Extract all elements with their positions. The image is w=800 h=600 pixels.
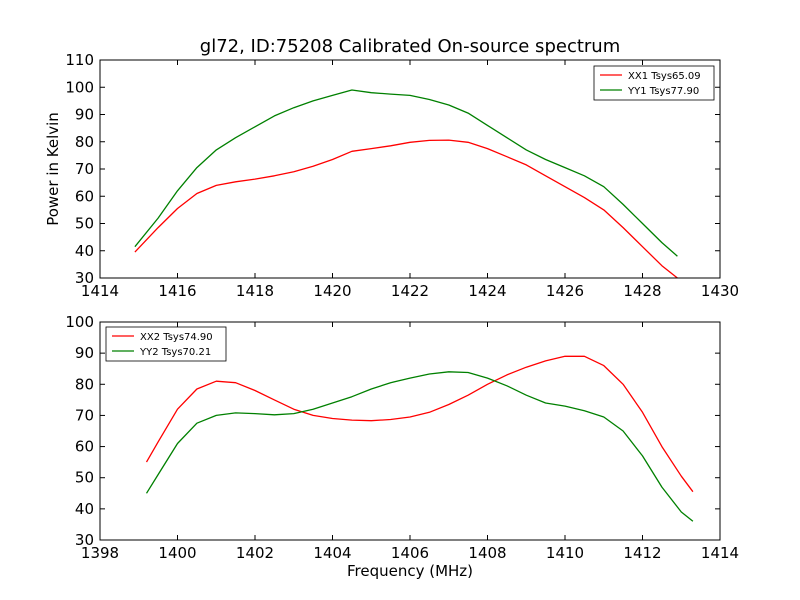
- y-tick-label: 70: [75, 406, 94, 424]
- y-tick-label: 100: [65, 313, 94, 331]
- top-panel: gl72, ID:75208 Calibrated On-source spec…: [44, 36, 739, 300]
- legend-box: [593, 65, 715, 101]
- top-panel-axes-frame: [99, 59, 721, 279]
- chart-title: gl72, ID:75208 Calibrated On-source spec…: [200, 36, 620, 57]
- x-tick-label: 1428: [623, 282, 661, 300]
- bottom-panel-legend: XX2 Tsys74.90 YY2 Tsys70.21: [105, 326, 227, 362]
- y-tick-label: 90: [75, 106, 94, 124]
- x-tick-label: 1414: [701, 544, 739, 562]
- bottom-panel: Frequency (MHz) 1398 1400 1402 1404 1406 1408…: [65, 313, 739, 580]
- x-tick-label: 1430: [701, 282, 739, 300]
- y-tick-label: 50: [75, 469, 94, 487]
- x-tick-label: 1402: [236, 544, 274, 562]
- x-tick-label: 1412: [623, 544, 661, 562]
- y-tick-label: 80: [75, 375, 94, 393]
- y-tick-label: 60: [75, 187, 94, 205]
- x-tick-label: 1414: [81, 282, 119, 300]
- x-tick-label: 1420: [313, 282, 351, 300]
- x-tick-label: 1418: [236, 282, 274, 300]
- y-tick-label: 30: [75, 269, 94, 287]
- legend-label: XX2 Tsys74.90: [140, 332, 213, 343]
- y-axis-label: Power in Kelvin: [44, 112, 62, 226]
- top-panel-series: [134, 89, 678, 278]
- legend-label: XX1 Tsys65.09: [628, 71, 701, 82]
- x-tick-label: 1422: [391, 282, 429, 300]
- legend-label: YY1 Tsys77.90: [627, 86, 699, 97]
- bottom-panel-ticks: 1398 1400 1402 1404 1406 1408 1410 1412 1414 30 40…: [65, 313, 739, 562]
- x-tick-label: 1410: [546, 544, 584, 562]
- top-panel-legend: XX1 Tsys65.09 YY1 Tsys77.90: [593, 65, 715, 101]
- y-tick-label: 50: [75, 215, 94, 233]
- x-tick-label: 1398: [81, 544, 119, 562]
- bottom-panel-series: [145, 355, 694, 522]
- series-line-xx: [145, 355, 694, 493]
- series-line-xx: [134, 139, 678, 278]
- y-tick-label: 100: [65, 78, 94, 96]
- x-tick-label: 1408: [468, 544, 506, 562]
- series-line-yy: [134, 89, 678, 257]
- y-tick-label: 40: [75, 500, 94, 518]
- x-axis-label: Frequency (MHz): [347, 562, 473, 580]
- top-panel-ticks: 1414 1416 1418 1420 1422 1424 1426 1428 1430 30 40…: [65, 51, 739, 300]
- x-tick-label: 1404: [313, 544, 351, 562]
- x-tick-label: 1426: [546, 282, 584, 300]
- y-tick-label: 90: [75, 344, 94, 362]
- y-tick-label: 60: [75, 438, 94, 456]
- y-tick-label: 70: [75, 160, 94, 178]
- y-tick-label: 80: [75, 133, 94, 151]
- x-tick-label: 1424: [468, 282, 506, 300]
- x-tick-label: 1416: [158, 282, 196, 300]
- y-tick-label: 110: [65, 51, 94, 69]
- series-line-yy: [145, 371, 694, 522]
- x-tick-label: 1400: [158, 544, 196, 562]
- y-tick-label: 40: [75, 242, 94, 260]
- y-tick-label: 30: [75, 531, 94, 549]
- bottom-panel-axes-frame: [99, 321, 721, 541]
- x-tick-label: 1406: [391, 544, 429, 562]
- legend-box: [105, 326, 227, 362]
- legend-label: YY2 Tsys70.21: [139, 347, 211, 358]
